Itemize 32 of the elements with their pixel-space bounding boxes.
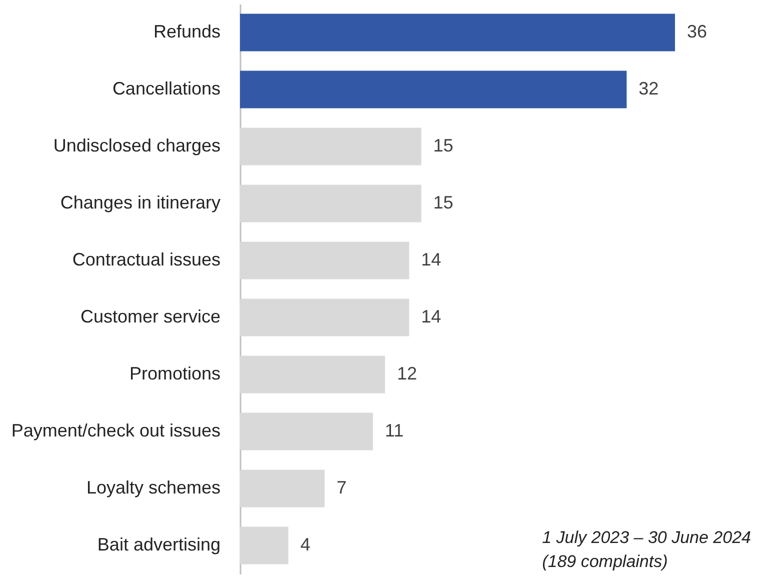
y-tick-label: Changes in itinerary: [60, 192, 220, 212]
bar: [240, 526, 288, 564]
y-tick-label: Promotions: [129, 364, 220, 384]
bar: [240, 470, 325, 508]
y-tick-label: Cancellations: [112, 78, 220, 98]
data-label: 14: [421, 250, 442, 270]
data-label: 12: [397, 364, 418, 384]
bar: [240, 14, 675, 52]
bar: [240, 298, 410, 336]
bar: [240, 356, 385, 394]
y-tick-label: Undisclosed charges: [53, 136, 220, 156]
annotation: (189 complaints): [542, 551, 669, 573]
data-label: 32: [638, 78, 659, 98]
y-tick-label: Customer service: [80, 306, 220, 326]
data-label: 14: [421, 306, 442, 326]
y-tick-label: Refunds: [153, 22, 220, 42]
bar: [240, 128, 422, 166]
bar: [240, 242, 410, 280]
data-label: 15: [433, 136, 454, 156]
data-label: 11: [384, 420, 404, 440]
y-tick-label: Bait advertising: [97, 534, 220, 554]
data-label: 15: [433, 192, 454, 212]
y-tick-label: Contractual issues: [72, 250, 220, 270]
bar: [240, 412, 373, 450]
y-tick-label: Loyalty schemes: [86, 478, 220, 498]
data-label: 4: [300, 534, 310, 554]
bar: [240, 70, 627, 108]
data-label: 7: [336, 478, 347, 498]
bar: [240, 184, 422, 222]
data-label: 36: [687, 22, 708, 42]
annotation: 1 July 2023 – 30 June 2024: [542, 527, 751, 549]
y-tick-label: Payment/check out issues: [11, 420, 220, 440]
